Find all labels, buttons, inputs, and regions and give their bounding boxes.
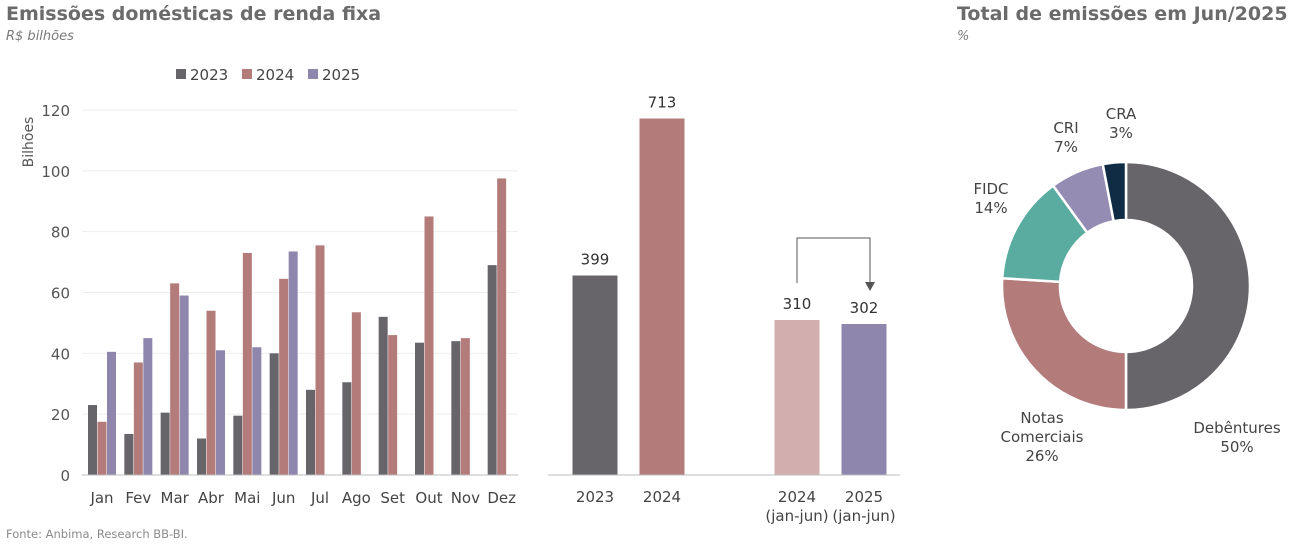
bar-2024-ago: [351, 312, 361, 475]
legend-label-2023: 2023: [190, 66, 228, 84]
x-tick-label: Abr: [198, 489, 225, 507]
bar-2023-jul: [306, 389, 315, 475]
bar-2023-ago: [342, 382, 352, 475]
bar-2023-abr: [197, 438, 206, 475]
bar-2025-jun: [288, 251, 298, 475]
annual-bar-value-label: 713: [648, 94, 677, 112]
bar-2024-jan: [97, 421, 107, 475]
bar-2023-set: [378, 316, 388, 475]
annual-bar-0: [572, 275, 618, 475]
annual-x-tick-label: 2023: [576, 488, 614, 506]
donut-slice-4: [1101, 160, 1128, 223]
y-tick-label: 20: [51, 406, 70, 424]
donut-label: FIDC: [973, 180, 1008, 198]
bar-2024-fev: [133, 362, 143, 475]
x-tick-label: Mar: [161, 489, 190, 507]
x-tick-label: Jul: [310, 489, 329, 507]
legend-label-2025: 2025: [322, 66, 360, 84]
legend-label-2024: 2024: [256, 66, 294, 84]
annual-x-tick-sublabel: (jan-jun): [765, 507, 828, 525]
bar-2023-nov: [451, 341, 461, 475]
x-tick-label: Fev: [125, 489, 151, 507]
legend-swatch-2025: [308, 69, 318, 79]
bar-2024-out: [424, 216, 434, 476]
x-tick-label: Ago: [342, 489, 371, 507]
left-chart-subtitle: R$ bilhões: [6, 29, 74, 44]
donut-label: 7%: [1054, 138, 1078, 156]
bar-2023-mai: [233, 415, 243, 475]
donut-label: Debêntures: [1193, 419, 1280, 437]
comparison-connector: [796, 237, 871, 284]
donut-label: 26%: [1025, 447, 1058, 465]
bar-2024-nov: [460, 338, 470, 475]
x-tick-label: Set: [380, 489, 405, 507]
donut-slice-0: [1124, 160, 1252, 412]
bar-2024-jun: [279, 278, 289, 475]
donut-label: CRI: [1053, 119, 1078, 137]
source-note: Fonte: Anbima, Research BB-BI.: [6, 527, 188, 541]
bar-2023-fev: [124, 433, 134, 475]
bar-2025-mar: [179, 295, 189, 475]
x-tick-label: Jun: [271, 489, 295, 507]
annual-bar-1: [639, 118, 685, 475]
right-chart-title: Total de emissões em Jun/2025: [957, 3, 1288, 25]
annual-bar-2: [774, 320, 820, 475]
bar-2023-jan: [88, 405, 97, 475]
bar-2024-mai: [242, 252, 252, 475]
donut-label: Notas: [1020, 409, 1063, 427]
bar-2025-jan: [107, 351, 116, 475]
right-chart-subtitle: %: [957, 29, 970, 44]
legend-swatch-2024: [242, 69, 252, 79]
donut-label: Comerciais: [1001, 428, 1084, 446]
annual-bar-value-label: 302: [850, 299, 879, 317]
x-tick-label: Out: [415, 489, 442, 507]
bar-2025-abr: [216, 350, 225, 475]
x-tick-label: Jan: [89, 489, 113, 507]
bar-2025-fev: [143, 338, 153, 475]
annual-x-tick-label: 2024: [643, 488, 681, 506]
annual-bar-3: [841, 324, 887, 475]
donut-label: 50%: [1220, 438, 1253, 456]
annual-x-tick-label: 2025: [845, 488, 883, 506]
y-tick-label: 100: [41, 163, 70, 181]
y-tick-label: 0: [60, 467, 70, 485]
donut-slice-1: [1000, 276, 1128, 412]
annual-x-tick-sublabel: (jan-jun): [832, 507, 895, 525]
y-tick-label: 120: [41, 102, 70, 120]
bar-2023-mar: [160, 412, 170, 475]
bar-2023-out: [415, 342, 424, 475]
annual-bar-value-label: 310: [783, 295, 812, 313]
donut-label: 14%: [974, 199, 1007, 217]
y-axis-title: Bilhões: [21, 117, 37, 168]
left-chart-title: Emissões domésticas de renda fixa: [6, 3, 382, 25]
arrow-down-icon: [865, 282, 875, 291]
x-tick-label: Nov: [451, 489, 480, 507]
x-tick-label: Mai: [234, 489, 260, 507]
annual-x-tick-label: 2024: [778, 488, 816, 506]
bar-2023-jun: [269, 353, 279, 475]
y-tick-label: 60: [51, 285, 70, 303]
bar-2025-mai: [252, 347, 262, 475]
donut-label: CRA: [1106, 105, 1137, 123]
x-tick-label: Dez: [487, 489, 516, 507]
bar-2024-set: [388, 335, 398, 475]
legend-swatch-2023: [176, 69, 186, 79]
annual-bar-chart: 399202371320243102024(jan-jun)3022025(ja…: [548, 94, 900, 525]
bar-2024-jul: [315, 245, 325, 475]
y-tick-label: 40: [51, 345, 70, 363]
y-tick-label: 80: [51, 224, 70, 242]
bar-2024-mar: [170, 283, 180, 475]
bar-2023-dez: [487, 265, 497, 475]
annual-bar-value-label: 399: [581, 251, 610, 269]
donut-label: 3%: [1109, 124, 1133, 142]
bar-2024-abr: [206, 310, 216, 475]
bar-2024-dez: [497, 178, 507, 475]
